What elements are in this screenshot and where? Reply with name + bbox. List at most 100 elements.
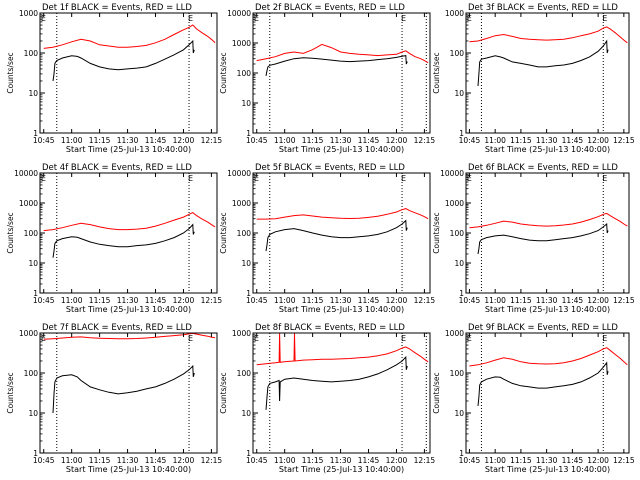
det-6f-y-tick-label-3: 1000 [445,199,464,208]
det-5f-y-tick-label-2: 100 [237,229,252,238]
det-2f-series-events [265,55,408,76]
det-5f-y-tick-label-4: 10000 [227,169,251,178]
det-9f-y-tick-label-3: 1000 [445,329,464,338]
det-2f-x-tick-label-4: 11:45 [358,136,380,145]
det-5f-x-tick-label-0: 10:45 [246,296,268,305]
det-3f-series-lld [469,26,628,44]
det-4f-x-tick-label-3: 11:30 [117,296,139,305]
det-6f-x-tick-label-5: 12:00 [587,296,609,305]
det-8f-marker-e-1: E [401,334,406,343]
det-4f-x-tick-label-0: 10:45 [33,296,55,305]
det-5f-x-tick-label-3: 11:30 [330,296,352,305]
det-1f-x-tick-label-2: 11:15 [89,136,111,145]
det-4f-y-tick-label-4: 10000 [14,169,38,178]
det-6f-axes-frame [465,172,630,294]
det-6f-marker-e-0: E [467,174,472,183]
det-8f-x-tick-label-2: 11:15 [302,456,324,465]
det-7f-x-tick-label-2: 11:15 [89,456,111,465]
det-1f-marker-e-0: E [41,14,46,23]
det-7f-axes-frame [39,332,218,454]
det-6f-series-events [477,222,609,255]
det-7f-x-tick-label-4: 11:45 [145,456,167,465]
det-4f-y-tick-label-2: 100 [24,229,39,238]
det-5f-y-tick-label-1: 10 [241,259,251,268]
det-2f-x-tick-label-0: 10:45 [246,136,268,145]
det-5f-marker-e-0: E [254,174,259,183]
det-4f-x-tick-label-6: 12:15 [201,296,223,305]
det-1f-y-axis-label: Counts/sec [6,52,15,93]
det-3f-x-tick-label-1: 11:00 [484,136,506,145]
det-3f-x-tick-label-5: 12:00 [587,136,609,145]
det-8f-x-tick-label-6: 12:15 [414,456,436,465]
det-1f-y-tick-label-0: 1 [33,129,38,138]
det-6f-x-tick-label-6: 12:15 [613,296,635,305]
det-1f-series-lld [43,24,216,49]
det-8f-x-axis-label: Start Time (25-Jul-13 10:40:00) [279,465,404,474]
det-3f-marker-e-1: E [602,14,607,23]
det-8f-y-tick-label-1: 10 [241,409,251,418]
det-8f-axes-frame [252,332,431,454]
det-8f-series-lld [256,333,429,366]
det-2f-x-tick-label-2: 11:15 [302,136,324,145]
det-2f-y-tick-label-2: 100 [237,69,252,78]
det-2f-x-tick-label-3: 11:30 [330,136,352,145]
det-7f-y-tick-label-2: 100 [24,369,39,378]
det-8f-x-tick-label-0: 10:45 [246,456,268,465]
det-1f-x-tick-label-6: 12:15 [201,136,223,145]
det-9f-x-tick-label-5: 12:00 [587,456,609,465]
det-9f-series-lld [469,347,628,367]
det-3f-y-tick-label-2: 100 [450,49,465,58]
det-4f-x-tick-label-5: 12:00 [173,296,195,305]
det-9f-x-tick-label-3: 11:30 [536,456,558,465]
det-2f-axes-frame [252,12,431,134]
det-1f-x-tick-label-5: 12:00 [173,136,195,145]
det-1f-x-axis-label: Start Time (25-Jul-13 10:40:00) [66,145,191,154]
det-4f-x-axis-label: Start Time (25-Jul-13 10:40:00) [66,305,191,314]
det-5f-x-tick-label-6: 12:15 [414,296,436,305]
det-3f-marker-e-0: E [467,14,472,23]
det-1f-x-tick-label-3: 11:30 [117,136,139,145]
det-8f-series-events [265,355,408,410]
det-9f-y-tick-label-2: 100 [450,369,465,378]
det-8f-x-tick-label-1: 11:00 [274,456,296,465]
det-3f-x-tick-label-3: 11:30 [536,136,558,145]
det-9f-marker-e-1: E [602,334,607,343]
det-1f-y-tick-label-3: 1000 [19,9,38,18]
det-5f-y-axis-label: Counts/sec [219,212,228,253]
det-9f-y-axis-label: Counts/sec [432,372,441,413]
det-9f-x-tick-label-0: 10:45 [459,456,481,465]
det-9f-x-tick-label-2: 11:15 [510,456,532,465]
det-4f-marker-e-0: E [41,174,46,183]
det-6f-x-tick-label-4: 11:45 [562,296,584,305]
det-2f-series-lld [256,43,429,64]
det-5f-x-axis-label: Start Time (25-Jul-13 10:40:00) [279,305,404,314]
det-1f-axes-frame [39,12,218,134]
det-7f-x-tick-label-0: 10:45 [33,456,55,465]
det-1f-marker-e-1: E [188,14,193,23]
det-6f-y-axis-label: Counts/sec [432,212,441,253]
det-5f-marker-e-1: E [401,174,406,183]
det-8f-y-tick-label-0: 1 [246,449,251,458]
det-6f-x-tick-label-2: 11:15 [510,296,532,305]
det-5f-axes-frame [252,172,431,294]
det-2f-y-tick-label-3: 1000 [232,39,251,48]
det-8f-x-tick-label-4: 11:45 [358,456,380,465]
det-5f-series-lld [256,208,429,220]
det-6f-series-lld [469,212,628,229]
det-4f-x-tick-label-1: 11:00 [61,296,83,305]
det-8f-x-tick-label-3: 11:30 [330,456,352,465]
det-4f-y-axis-label: Counts/sec [6,212,15,253]
det-6f-marker-e-1: E [602,174,607,183]
det-5f-x-tick-label-4: 11:45 [358,296,380,305]
det-2f-x-tick-label-6: 12:15 [414,136,436,145]
det-6f-x-tick-label-1: 11:00 [484,296,506,305]
det-7f-series-lld [43,333,216,340]
det-1f-y-tick-label-1: 10 [28,89,38,98]
det-9f-x-tick-label-4: 11:45 [562,456,584,465]
